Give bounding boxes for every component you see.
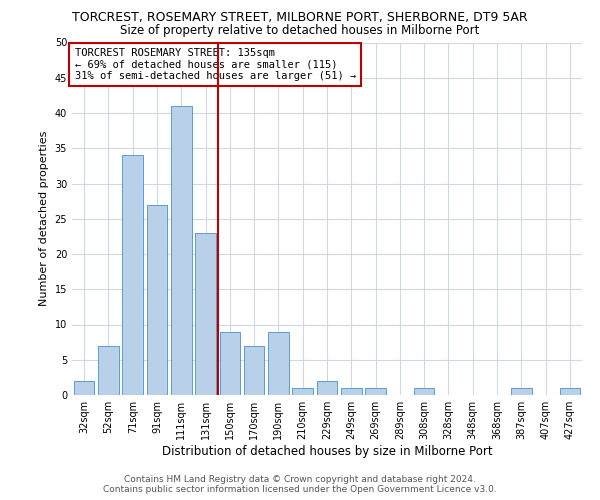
Bar	[220, 332, 240, 395]
X-axis label: Distribution of detached houses by size in Milborne Port: Distribution of detached houses by size …	[161, 445, 493, 458]
Text: TORCREST, ROSEMARY STREET, MILBORNE PORT, SHERBORNE, DT9 5AR: TORCREST, ROSEMARY STREET, MILBORNE PORT…	[72, 11, 528, 24]
Text: TORCREST ROSEMARY STREET: 135sqm
← 69% of detached houses are smaller (115)
31% : TORCREST ROSEMARY STREET: 135sqm ← 69% o…	[74, 48, 356, 81]
Text: Size of property relative to detached houses in Milborne Port: Size of property relative to detached ho…	[121, 24, 479, 37]
Bar	[122, 156, 143, 395]
Bar	[268, 332, 289, 395]
Bar	[414, 388, 434, 395]
Text: Contains HM Land Registry data © Crown copyright and database right 2024.
Contai: Contains HM Land Registry data © Crown c…	[103, 474, 497, 494]
Bar	[292, 388, 313, 395]
Bar	[511, 388, 532, 395]
Bar	[74, 381, 94, 395]
Bar	[98, 346, 119, 395]
Bar	[171, 106, 191, 395]
Bar	[317, 381, 337, 395]
Bar	[146, 204, 167, 395]
Bar	[195, 233, 216, 395]
Y-axis label: Number of detached properties: Number of detached properties	[39, 131, 49, 306]
Bar	[560, 388, 580, 395]
Bar	[341, 388, 362, 395]
Bar	[365, 388, 386, 395]
Bar	[244, 346, 265, 395]
